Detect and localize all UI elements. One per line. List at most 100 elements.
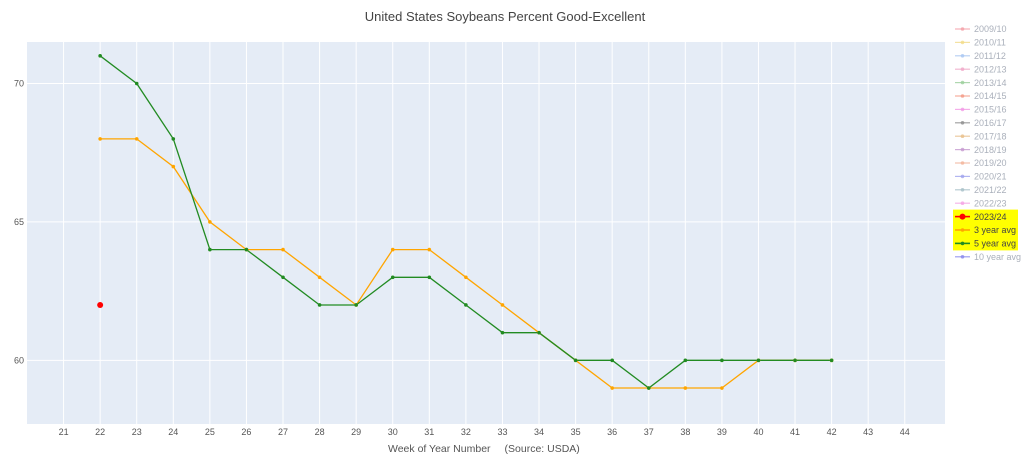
legend-item-2020-21[interactable]: 2020/21 [955, 172, 1007, 182]
legend-item-2012-13[interactable]: 2012/13 [955, 64, 1007, 74]
data-point-5-year-avg [683, 358, 688, 363]
legend-swatch-marker [960, 67, 965, 71]
y-tick-label: 70 [14, 79, 24, 89]
data-point-3-year-avg [98, 137, 102, 141]
data-point-5-year-avg [829, 358, 834, 363]
plot-area [27, 42, 945, 424]
legend-swatch-marker [960, 107, 965, 112]
legend-item-2011-12[interactable]: 2011/12 [955, 51, 1006, 61]
legend-item-3-year-avg[interactable]: 3 year avg [953, 223, 1018, 237]
data-point-3-year-avg [720, 386, 724, 390]
legend-swatch-marker [960, 80, 965, 85]
grid [27, 42, 945, 424]
data-point-5-year-avg [537, 330, 541, 335]
legend-swatch-marker [960, 94, 965, 98]
x-tick-label: 34 [534, 427, 544, 437]
x-axis-title: Week of Year Number [388, 443, 491, 455]
legend-item-10-year-avg[interactable]: 10 year avg [955, 252, 1021, 262]
legend-item-5-year-avg[interactable]: 5 year avg [953, 236, 1018, 251]
data-point-3-year-avg [317, 275, 322, 280]
legend-label: 2012/13 [974, 64, 1007, 74]
data-point-5-year-avg [354, 303, 358, 307]
x-tick-label: 28 [315, 427, 325, 437]
data-point-5-year-avg [610, 358, 614, 363]
legend-label: 2011/12 [974, 51, 1006, 61]
data-point-5-year-avg [317, 303, 322, 307]
legend-item-2019-20[interactable]: 2019/20 [955, 158, 1007, 168]
legend-swatch-marker [960, 201, 965, 205]
legend-swatch-marker [960, 147, 965, 152]
legend-item-2010-11[interactable]: 2010/11 [955, 38, 1006, 48]
data-point-5-year-avg [500, 330, 505, 335]
legend-label: 5 year avg [974, 239, 1016, 249]
x-tick-label: 32 [461, 427, 471, 437]
legend-highlight [953, 223, 1018, 237]
data-point-5-year-avg [646, 386, 651, 390]
data-point-5-year-avg [756, 358, 761, 363]
legend-highlight [953, 209, 1018, 224]
data-point-5-year-avg [427, 275, 432, 280]
x-tick-label: 37 [644, 427, 654, 437]
legend-swatch-marker [960, 54, 965, 58]
legend-item-2016-17[interactable]: 2016/17 [955, 118, 1007, 128]
data-point-5-year-avg [244, 247, 249, 252]
legend-label: 2021/22 [974, 185, 1007, 195]
legend-swatch-marker [960, 254, 965, 259]
x-tick-label: 40 [753, 427, 763, 437]
data-point-3-year-avg [500, 303, 505, 307]
y-tick-label: 65 [14, 217, 24, 227]
x-tick-label: 29 [351, 427, 361, 437]
source-note: (Source: USDA) [505, 443, 580, 455]
chart-title: United States Soybeans Percent Good-Exce… [365, 9, 646, 24]
x-tick-label: 33 [497, 427, 507, 437]
legend-swatch-marker [960, 27, 965, 31]
x-tick-label: 31 [424, 427, 434, 437]
x-tick-label: 43 [863, 427, 873, 437]
data-point-5-year-avg [281, 275, 285, 280]
legend-swatch-marker [960, 241, 965, 246]
x-tick-label: 41 [790, 427, 800, 437]
legend-item-2015-16[interactable]: 2015/16 [955, 105, 1007, 115]
x-axis-label: Week of Year Number (Source: USDA) [388, 443, 580, 455]
data-point-5-year-avg [464, 303, 468, 307]
x-tick-label: 44 [900, 427, 910, 437]
data-point-5-year-avg [208, 247, 212, 252]
x-tick-label: 23 [132, 427, 142, 437]
legend-label: 2022/23 [974, 198, 1007, 208]
legend-label: 2015/16 [974, 105, 1007, 115]
legend[interactable]: 2009/10 2010/11 2011/12 2012/13 2013/14 2014/… [953, 24, 1021, 262]
data-point-5-year-avg [134, 81, 139, 86]
x-tick-label: 22 [95, 427, 105, 437]
legend-item-2014-15[interactable]: 2014/15 [955, 91, 1007, 101]
legend-item-2022-23[interactable]: 2022/23 [955, 198, 1007, 208]
y-tick-label: 60 [14, 355, 24, 365]
x-tick-label: 21 [59, 427, 69, 437]
legend-label: 2020/21 [974, 172, 1007, 182]
series-markers [97, 54, 834, 390]
legend-swatch-marker [960, 188, 965, 192]
legend-label: 2013/14 [974, 78, 1007, 88]
legend-label: 2018/19 [974, 145, 1007, 155]
x-tick-label: 30 [388, 427, 398, 437]
x-tick-label: 35 [571, 427, 581, 437]
data-point-3-year-avg [134, 137, 139, 141]
legend-swatch-marker [960, 161, 965, 165]
legend-label: 2009/10 [974, 24, 1007, 34]
legend-item-2021-22[interactable]: 2021/22 [955, 185, 1007, 195]
legend-item-2009-10[interactable]: 2009/10 [955, 24, 1007, 34]
legend-label: 2016/17 [974, 118, 1007, 128]
legend-label: 10 year avg [974, 252, 1021, 262]
legend-item-2023-24[interactable]: 2023/24 [953, 209, 1018, 224]
data-point-5-year-avg [573, 358, 578, 363]
legend-highlight [953, 236, 1018, 251]
legend-label: 2023/24 [974, 212, 1007, 222]
x-tick-label: 38 [680, 427, 690, 437]
data-point-3-year-avg [427, 247, 432, 252]
legend-label: 2017/18 [974, 131, 1007, 141]
legend-item-2018-19[interactable]: 2018/19 [955, 145, 1007, 155]
legend-item-2013-14[interactable]: 2013/14 [955, 78, 1007, 88]
legend-swatch-marker [960, 121, 965, 125]
legend-item-2017-18[interactable]: 2017/18 [955, 131, 1007, 141]
data-point-5-year-avg [98, 54, 102, 58]
